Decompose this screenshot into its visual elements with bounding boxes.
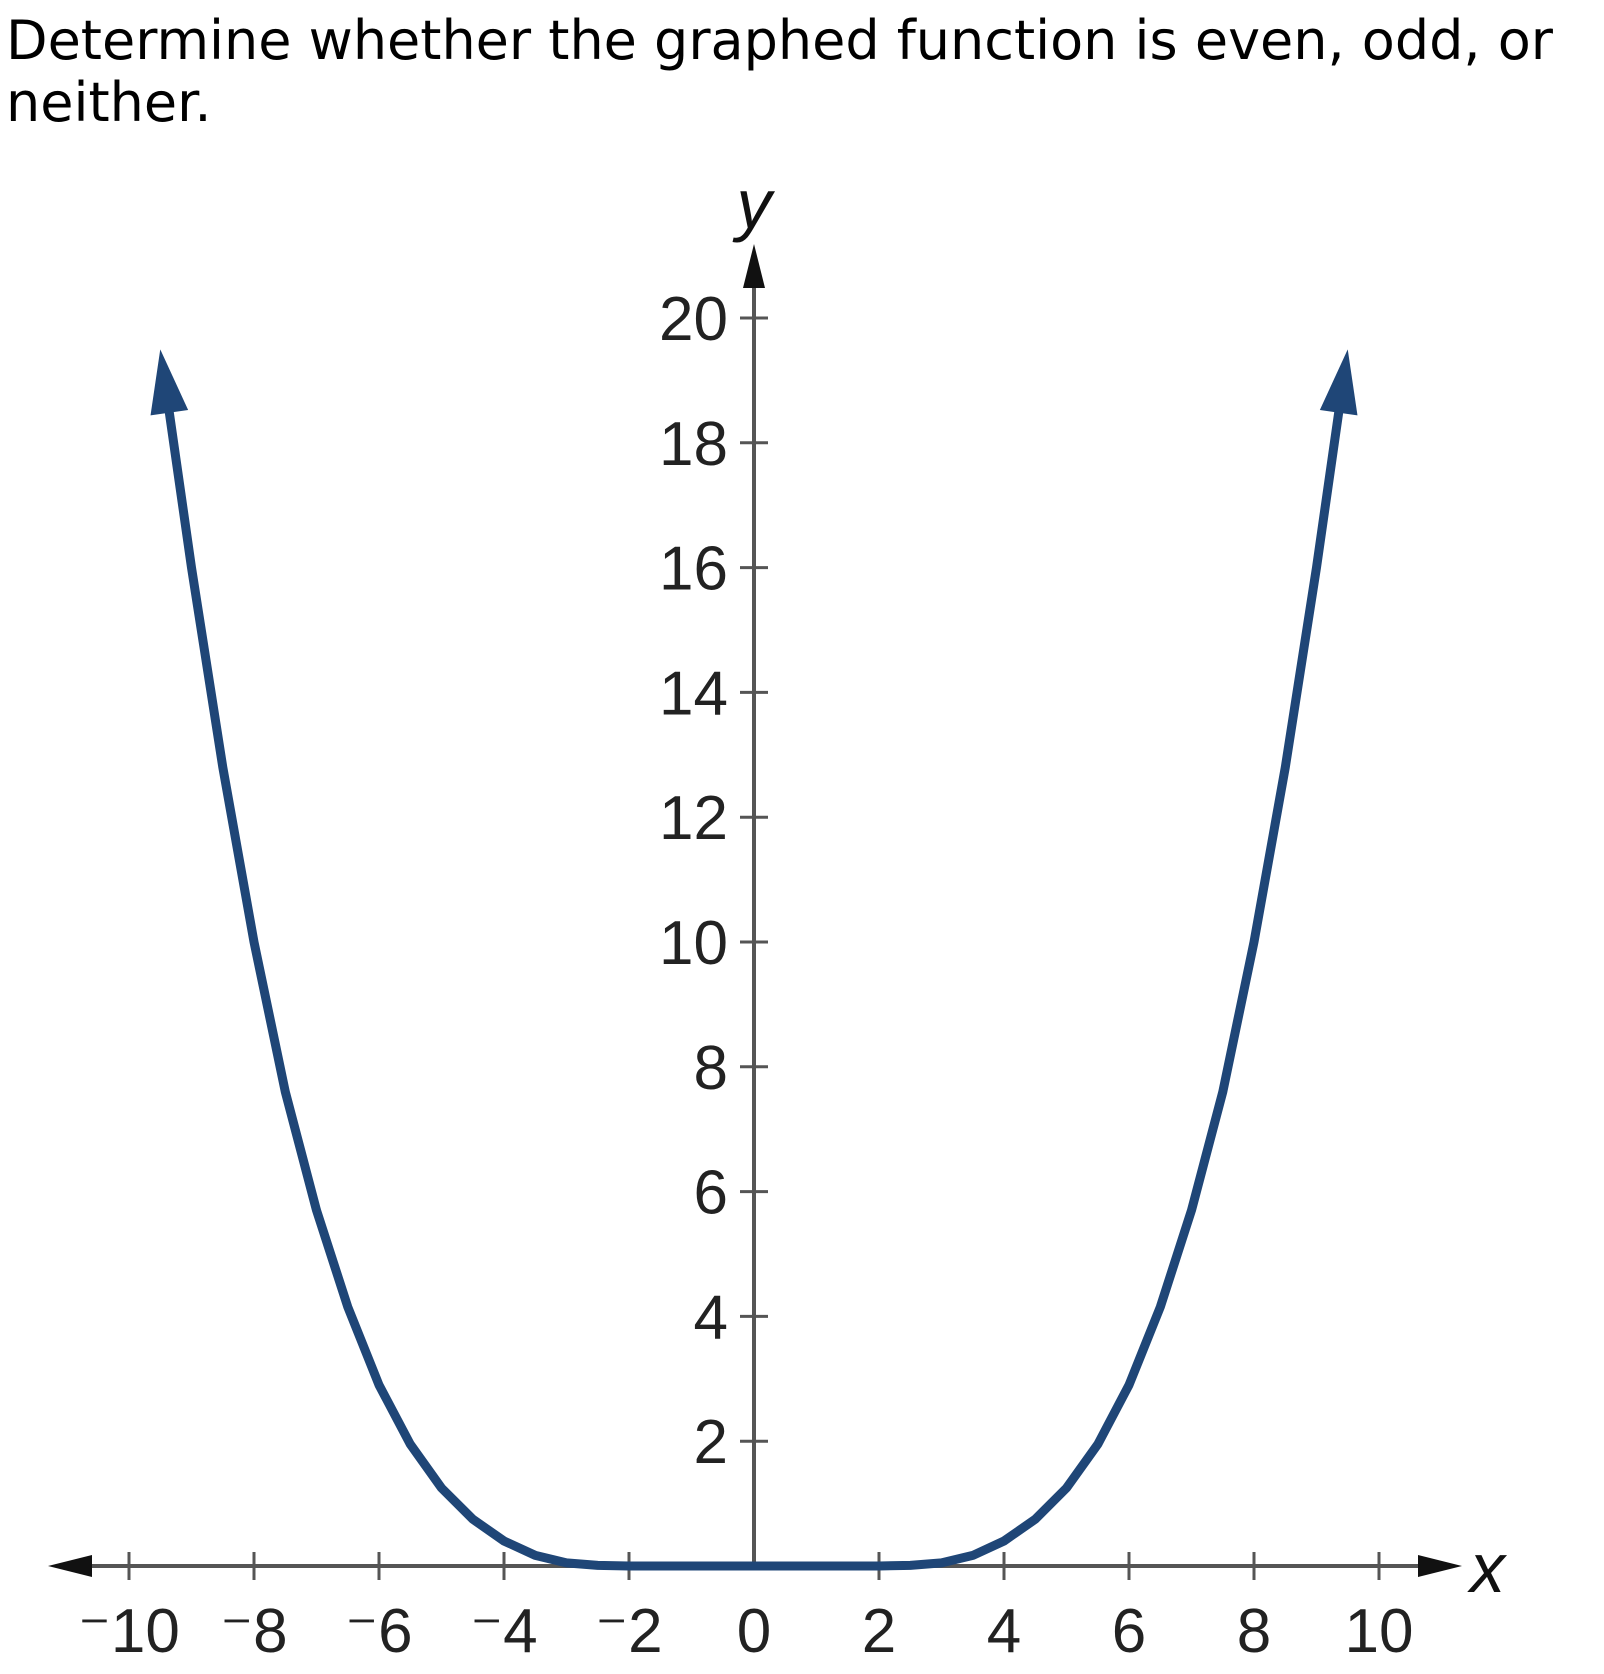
x-tick-label: 2 bbox=[862, 1597, 896, 1666]
y-tick-label: 12 bbox=[659, 784, 728, 853]
x-axis-label: x bbox=[1467, 1529, 1508, 1607]
curve-arrow-right bbox=[1319, 349, 1358, 416]
y-tick-label: 10 bbox=[659, 909, 728, 978]
y-tick-label: 14 bbox=[659, 659, 728, 728]
y-tick-label: 16 bbox=[659, 535, 728, 604]
x-tick-label: 0 bbox=[737, 1597, 771, 1666]
question-text: Determine whether the graphed function i… bbox=[6, 9, 1553, 134]
x-tick-label: 8 bbox=[1237, 1597, 1271, 1666]
x-tick-label: 6 bbox=[1112, 1597, 1146, 1666]
x-tick-label: 10 bbox=[1345, 1597, 1414, 1666]
y-tick-label: 6 bbox=[694, 1159, 728, 1228]
x-axis-arrow-left bbox=[48, 1555, 92, 1577]
x-tick-label: ⁻2 bbox=[595, 1597, 662, 1666]
y-tick-label: 4 bbox=[694, 1283, 728, 1352]
curve-arrow-left bbox=[150, 349, 189, 416]
curve-layer bbox=[150, 349, 1358, 1571]
y-tick-label: 8 bbox=[694, 1034, 728, 1103]
y-tick-label: 18 bbox=[659, 410, 728, 479]
x-tick-label: ⁻6 bbox=[345, 1597, 412, 1666]
tick-marks bbox=[127, 316, 1381, 1580]
x-axis-arrow-right bbox=[1418, 1555, 1462, 1577]
x-tick-label: ⁻4 bbox=[470, 1597, 537, 1666]
y-axis-arrow bbox=[743, 244, 765, 288]
x-tick-label: 4 bbox=[987, 1597, 1021, 1666]
function-curve bbox=[162, 388, 1346, 1571]
x-tick-label: ⁻10 bbox=[78, 1597, 180, 1666]
y-axis-label: y bbox=[733, 165, 776, 243]
x-tick-label: ⁻8 bbox=[220, 1597, 287, 1666]
tick-labels: ⁻10 ⁻8 ⁻6 ⁻4 ⁻2 0 2 4 6 8 10 2 4 6 8 10 12 14 16 18 20 bbox=[78, 285, 1413, 1666]
y-tick-label: 20 bbox=[659, 285, 728, 354]
y-tick-label: 2 bbox=[694, 1408, 728, 1477]
